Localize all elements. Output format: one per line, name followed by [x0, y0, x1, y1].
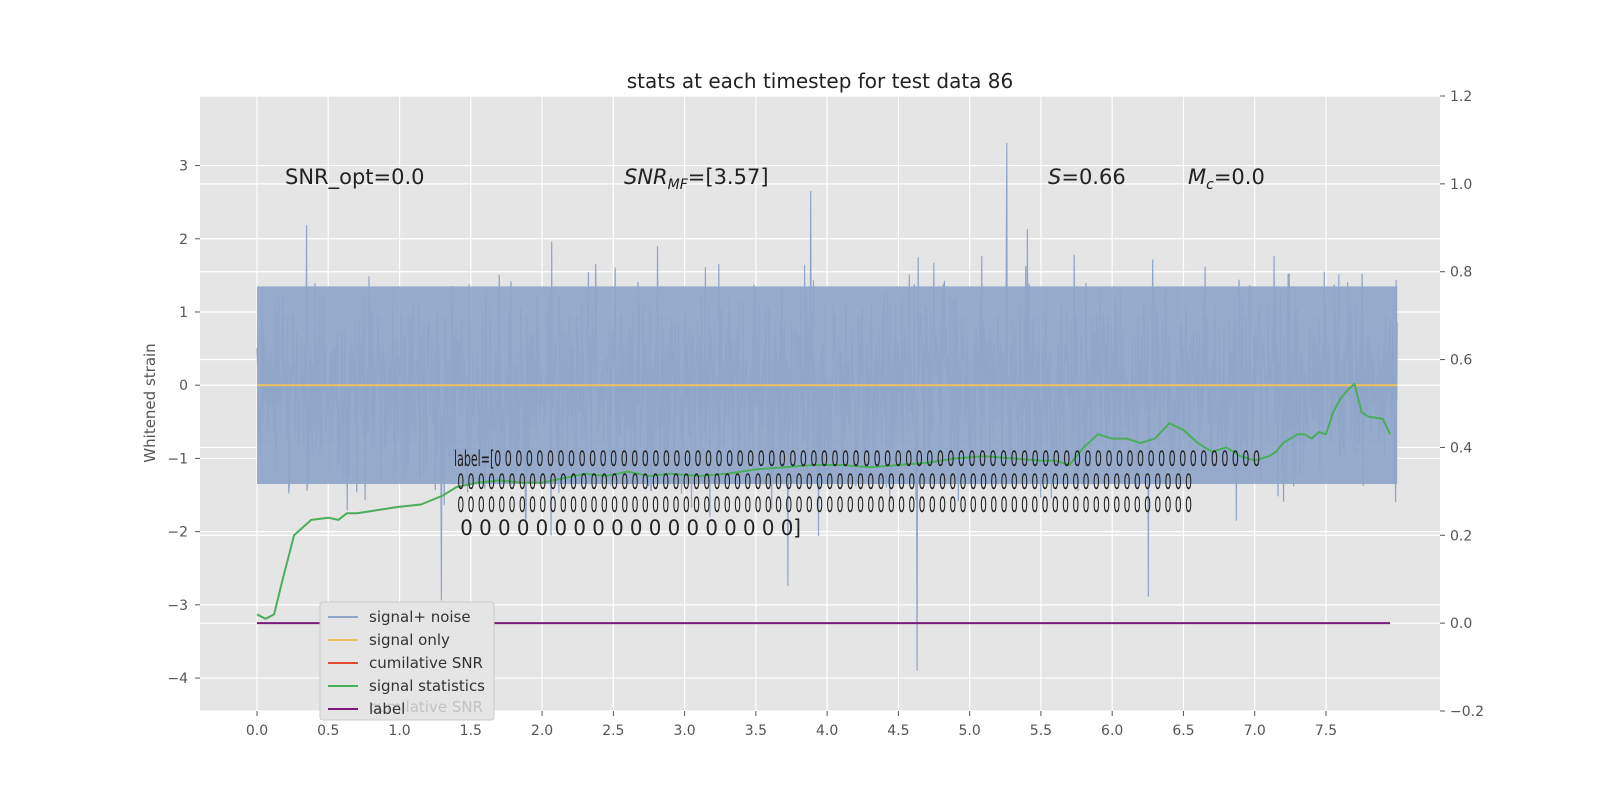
y2-tick-label: −0.2: [1450, 704, 1484, 720]
annotation-mc: Mc=0.0: [1188, 165, 1265, 193]
annotation-snr-mf-main: SNR: [624, 165, 668, 189]
legend-label: cumilative SNR: [369, 654, 483, 672]
annotation-snr-mf-sub: MF: [668, 177, 689, 193]
y-tick-label: −4: [167, 671, 188, 687]
x-tick-label: 1.0: [388, 723, 410, 739]
y-tick-label: −2: [167, 525, 188, 541]
x-tick-label: 6.0: [1101, 723, 1123, 739]
y2-tick-label: 0.4: [1450, 440, 1472, 456]
y2-tick-label: 0.6: [1450, 353, 1472, 369]
y2-tick-label: 1.0: [1450, 177, 1472, 193]
annotation-snr-mf-value: =[3.57]: [688, 165, 769, 189]
annotation-label-line: 0 0 0 0 0 0 0 0 0 0 0 0 0 0 0 0 0 0 0 0 …: [454, 493, 1192, 517]
x-tick-label: 4.5: [887, 723, 909, 739]
x-tick-label: 3.0: [673, 723, 695, 739]
y-tick-label: 0: [179, 378, 188, 394]
y-tick-label: 3: [179, 159, 188, 175]
x-tick-label: 3.5: [745, 723, 767, 739]
y2-tick-label: 0.2: [1450, 528, 1472, 544]
annotation-s: S=0.66: [1048, 165, 1126, 189]
annotation-label-line: label=[0 0 0 0 0 0 0 0 0 0 0 0 0 0 0 0 0…: [454, 447, 1260, 471]
y2-axis-ticks: −0.2 0.0 0.2 0.4 0.6 0.8 1.0 1.2: [1440, 89, 1484, 720]
annotation-label-line: 0 0 0 0 0 0 0 0 0 0 0 0 0 0 0 0 0 0]: [454, 516, 801, 540]
x-tick-label: 2.0: [531, 723, 553, 739]
annotation-snr-opt: SNR_opt=0.0: [285, 165, 425, 190]
legend-label: label: [369, 700, 405, 718]
noise-trace: [256, 142, 1398, 671]
legend-label: signal only: [369, 631, 450, 649]
chart-title: stats at each timestep for test data 86: [627, 69, 1013, 93]
y-axis-label: Whitened strain: [141, 343, 159, 462]
x-tick-label: 4.0: [816, 723, 838, 739]
y2-tick-label: 0.0: [1450, 616, 1472, 632]
y-tick-label: 2: [179, 232, 188, 248]
legend-entries: signal+ noise signal only cumilative SNR si…: [328, 608, 485, 718]
annotation-s-value: =0.66: [1061, 165, 1125, 189]
x-tick-label: 2.5: [602, 723, 624, 739]
legend-label: signal+ noise: [369, 608, 471, 626]
legend-label: signal statistics: [369, 677, 485, 695]
annotation-s-var: S: [1048, 165, 1061, 189]
x-tick-label: 7.5: [1315, 723, 1337, 739]
x-tick-label: 0.0: [246, 723, 268, 739]
annotation-mc-value: =0.0: [1214, 165, 1265, 189]
series-signal-statistics: [256, 382, 1392, 620]
y2-tick-label: 0.8: [1450, 265, 1472, 281]
y-axis-ticks: −4 −3 −2 −1 0 1 2 3: [167, 159, 200, 687]
legend-ghost-text: cumilative SNR: [369, 698, 483, 716]
legend-box: [319, 601, 495, 721]
legend: cumilative SNR signal+ noise signal only c…: [319, 601, 495, 721]
x-axis-ticks: 0.0 0.5 1.0 1.5 2.0 2.5 3.0 3.5 4.0 4.5 5.0 5.5 6.0 6…: [246, 711, 1337, 739]
annotation-label-line: 0 0 0 0 0 0 0 0 0 0 0 0 0 0 0 0 0 0 0 0 …: [454, 470, 1192, 494]
annotation-snr-mf: SNRMF=[3.57]: [624, 165, 769, 193]
annotation-mc-sub: c: [1206, 177, 1214, 193]
annotations: SNR_opt=0.0 SNRMF=[3.57] S=0.66 Mc=0.0 l…: [285, 165, 1265, 540]
y-tick-label: 1: [179, 305, 188, 321]
x-tick-label: 5.0: [959, 723, 981, 739]
axes: stats at each timestep for test data 86 …: [141, 69, 1484, 739]
x-tick-label: 1.5: [460, 723, 482, 739]
y-tick-label: −1: [167, 451, 188, 467]
x-tick-label: 6.5: [1172, 723, 1194, 739]
x-tick-label: 5.5: [1030, 723, 1052, 739]
annotation-mc-main: M: [1188, 165, 1206, 189]
y2-tick-label: 1.2: [1450, 89, 1472, 105]
x-tick-label: 7.0: [1244, 723, 1266, 739]
x-tick-label: 0.5: [317, 723, 339, 739]
y-tick-label: −3: [167, 598, 188, 614]
